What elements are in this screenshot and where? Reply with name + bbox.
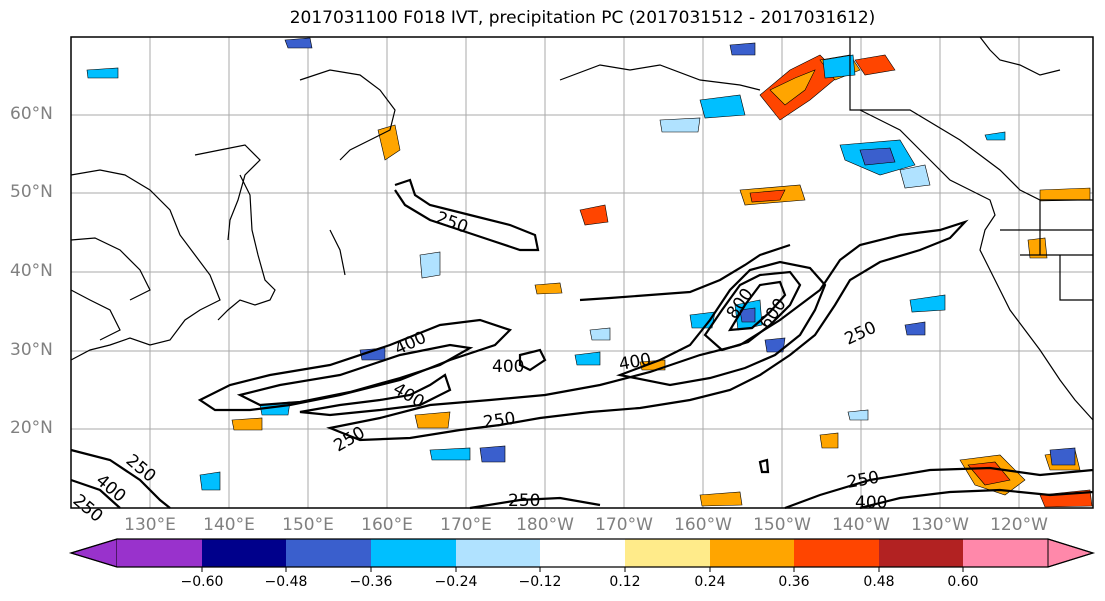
lon-label-170e: 170°E bbox=[440, 515, 492, 535]
colorbar-segment bbox=[117, 539, 202, 567]
colorbar-segment bbox=[202, 539, 286, 567]
colorbar-segment bbox=[625, 539, 710, 567]
lon-label-160e: 160°E bbox=[361, 515, 413, 535]
colorbar-segment bbox=[1047, 538, 1095, 568]
colorbar-tick-label: −0.48 bbox=[264, 574, 308, 590]
contour-label: 400 bbox=[492, 357, 524, 377]
colorbar-tick-label: −0.12 bbox=[518, 574, 562, 590]
colorbar-tick-label: 0.24 bbox=[694, 574, 726, 590]
colorbar-segment bbox=[710, 539, 794, 567]
gridlines bbox=[71, 37, 1093, 508]
lon-label-130e: 130°E bbox=[124, 515, 176, 535]
lon-label-130w: 130°W bbox=[911, 515, 969, 535]
colorbar-tick-label: 0.48 bbox=[863, 574, 895, 590]
colorbar-segment bbox=[286, 539, 371, 567]
lon-label-140e: 140°E bbox=[203, 515, 255, 535]
colorbar-tick-label: −0.36 bbox=[349, 574, 393, 590]
colorbar-segment bbox=[794, 539, 879, 567]
lon-label-150w: 150°W bbox=[753, 515, 811, 535]
colorbar bbox=[68, 538, 1096, 572]
colorbar-segment bbox=[879, 539, 963, 567]
map-frame bbox=[70, 36, 1094, 509]
colorbar-tick-label: −0.60 bbox=[180, 574, 224, 590]
contour-label: 250 bbox=[482, 409, 517, 433]
lon-label-180w: 180°W bbox=[516, 515, 574, 535]
lon-label-140w: 140°W bbox=[832, 515, 890, 535]
colorbar-segment bbox=[69, 538, 118, 568]
colorbar-segment bbox=[963, 539, 1048, 567]
lon-label-150e: 150°E bbox=[282, 515, 334, 535]
map-title: 2017031100 F018 IVT, precipitation PC (2… bbox=[289, 8, 876, 28]
colorbar-tick-label: 0.60 bbox=[947, 574, 979, 590]
lon-label-160w: 160°W bbox=[674, 515, 732, 535]
colorbar-segment bbox=[371, 539, 456, 567]
coastlines bbox=[70, 36, 1094, 421]
colorbar-tick-label: 0.12 bbox=[609, 574, 641, 590]
contour-label: 250 bbox=[508, 491, 540, 511]
contour-label: 400 bbox=[855, 493, 887, 513]
lat-label-30n: 30°N bbox=[10, 340, 53, 360]
lat-label-20n: 20°N bbox=[10, 418, 53, 438]
colorbar-segment bbox=[540, 539, 625, 567]
lat-label-40n: 40°N bbox=[10, 261, 53, 281]
colorbar-tick-label: −0.24 bbox=[434, 574, 478, 590]
colorbar-segment bbox=[456, 539, 540, 567]
lat-label-60n: 60°N bbox=[10, 104, 53, 124]
precip-patches bbox=[86, 37, 1093, 508]
colorbar-tick-label: 0.36 bbox=[778, 574, 810, 590]
lon-label-170w: 170°W bbox=[595, 515, 653, 535]
lon-label-120w: 120°W bbox=[990, 515, 1048, 535]
lat-label-50n: 50°N bbox=[10, 182, 53, 202]
ivt-contours bbox=[70, 178, 1094, 510]
